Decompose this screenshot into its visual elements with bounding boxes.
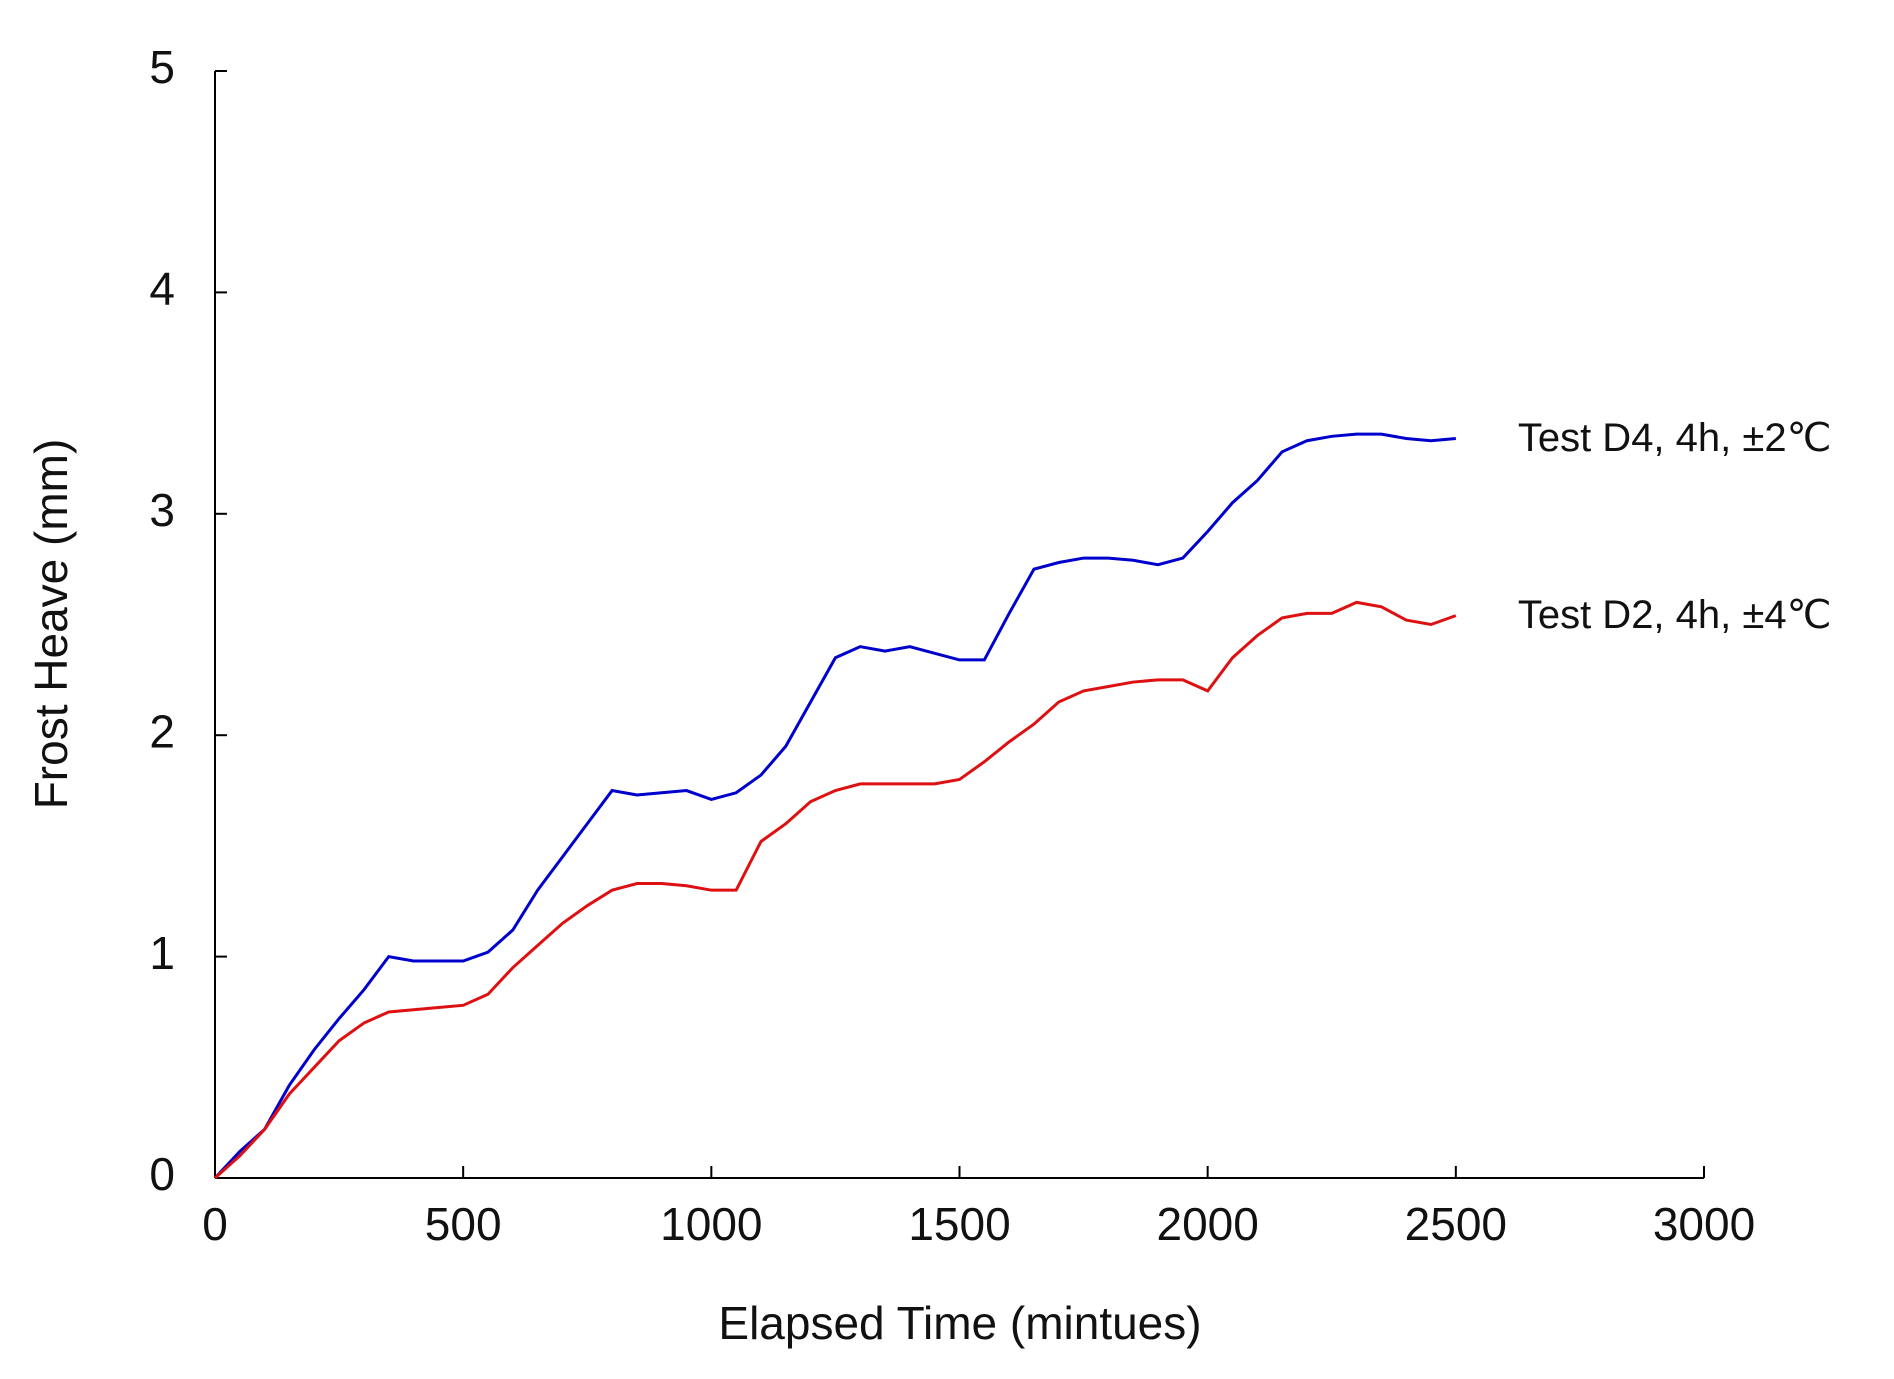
series-label: Test D4, 4h, ±2℃ xyxy=(1518,416,1832,460)
y-tick-label: 5 xyxy=(149,41,175,93)
x-tick-label: 2000 xyxy=(1156,1198,1258,1250)
x-tick-label: 500 xyxy=(425,1198,502,1250)
x-axis-title: Elapsed Time (mintues) xyxy=(718,1297,1201,1349)
series-line xyxy=(214,600,1457,1180)
y-tick-label: 4 xyxy=(149,263,175,315)
x-tick-label: 3000 xyxy=(1653,1198,1755,1250)
y-axis-title: Frost Heave (mm) xyxy=(25,439,77,810)
y-tick-label: 1 xyxy=(149,927,175,979)
y-tick-label: 2 xyxy=(149,705,175,757)
y-tick-label: 0 xyxy=(149,1148,175,1200)
y-tick-label: 3 xyxy=(149,484,175,536)
series-label: Test D2, 4h, ±4℃ xyxy=(1518,593,1832,637)
series-line xyxy=(213,432,1456,1180)
x-tick-label: 2500 xyxy=(1405,1198,1507,1250)
x-tick-label: 1500 xyxy=(908,1198,1010,1250)
x-tick-label: 1000 xyxy=(660,1198,762,1250)
x-tick-label: 0 xyxy=(202,1198,228,1250)
